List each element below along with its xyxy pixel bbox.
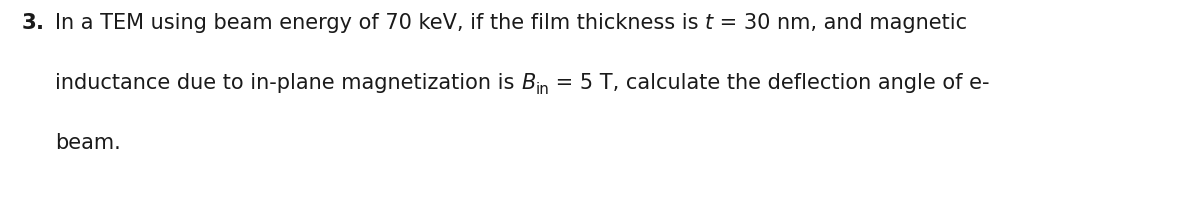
Text: B: B (521, 73, 535, 93)
Text: = 30 nm, and magnetic: = 30 nm, and magnetic (713, 13, 967, 33)
Text: t: t (706, 13, 713, 33)
Text: beam.: beam. (55, 132, 121, 152)
Text: inductance due to in-plane magnetization is: inductance due to in-plane magnetization… (55, 73, 521, 93)
Text: = 5 T, calculate the deflection angle of e-: = 5 T, calculate the deflection angle of… (550, 73, 990, 93)
Text: in: in (535, 81, 550, 96)
Text: 3.: 3. (22, 13, 46, 33)
Text: In a TEM using beam energy of 70 keV, if the film thickness is: In a TEM using beam energy of 70 keV, if… (55, 13, 706, 33)
